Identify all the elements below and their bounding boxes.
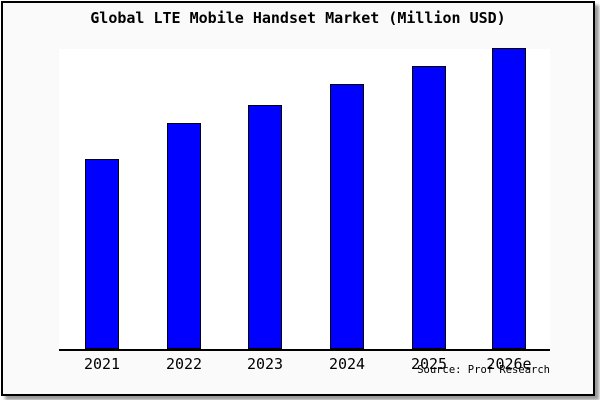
- x-tick-label-2021: 2021: [83, 355, 121, 373]
- chart-title: Global LTE Mobile Handset Market (Millio…: [90, 9, 506, 27]
- source-credit: Source: Prof Research: [417, 364, 550, 376]
- x-axis-labels: 2021 2022 2023 2024 2025 2026e: [3, 355, 593, 373]
- bar-2026e: [492, 48, 526, 349]
- bar-2022: [167, 123, 201, 349]
- chart-frame: Global LTE Mobile Handset Market (Millio…: [1, 1, 595, 396]
- bar-2021: [85, 159, 119, 349]
- x-tick-label-2026e: 2026e: [486, 355, 532, 373]
- x-tick-label-2022: 2022: [165, 355, 203, 373]
- x-tick-label-2025: 2025: [410, 355, 448, 373]
- x-tick-label-2024: 2024: [328, 355, 366, 373]
- x-tick-label-2023: 2023: [246, 355, 284, 373]
- bar-2025: [412, 66, 446, 349]
- plot-area: [59, 48, 550, 351]
- bar-2024: [330, 84, 364, 349]
- bar-2023: [248, 105, 282, 349]
